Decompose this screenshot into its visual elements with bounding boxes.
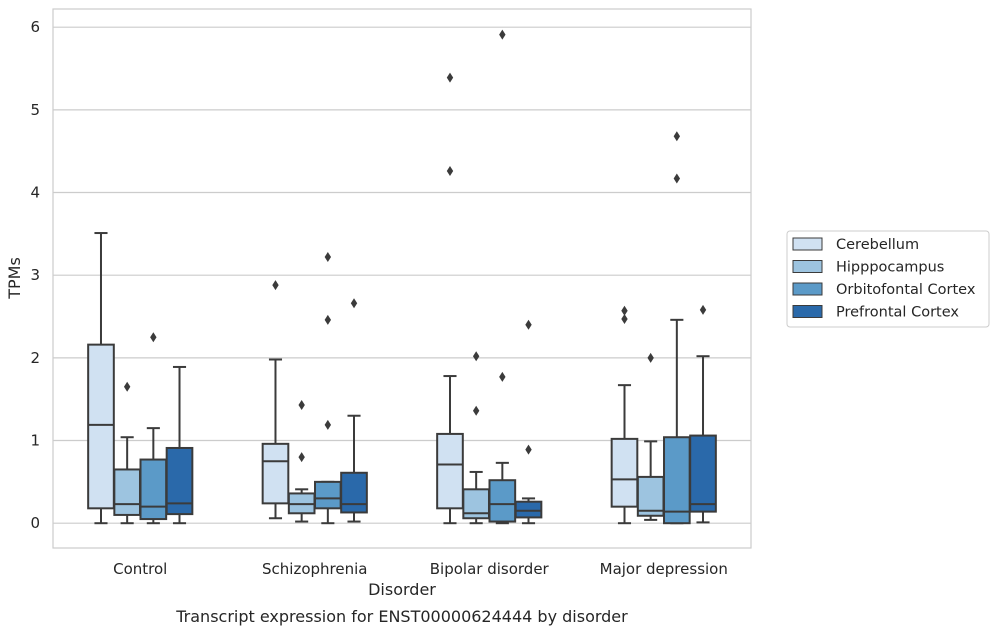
box-2-0 xyxy=(436,72,464,525)
outlier-point xyxy=(324,252,332,263)
box-2-1 xyxy=(462,351,490,525)
box-iqr xyxy=(488,479,517,523)
box-3-0 xyxy=(610,305,639,525)
outlier-point xyxy=(647,352,654,363)
box-2-3 xyxy=(514,319,543,525)
outlier-point xyxy=(472,405,480,416)
legend: Cerebellum Hipppocampus Orbitofontal Corte… xyxy=(786,230,990,328)
outlier-point xyxy=(272,280,279,291)
outlier-point xyxy=(298,399,305,410)
legend-swatch xyxy=(792,260,823,273)
box-iqr xyxy=(610,437,639,508)
outlier-point xyxy=(525,444,532,455)
x-tick-label: Major depression xyxy=(600,560,728,578)
box-0-0 xyxy=(87,232,115,525)
legend-frame xyxy=(786,230,990,328)
outlier-point xyxy=(324,419,332,430)
box-3-2 xyxy=(663,131,691,525)
outlier-point xyxy=(350,298,358,309)
legend-swatch xyxy=(792,282,823,296)
box-iqr xyxy=(436,432,464,510)
box-iqr xyxy=(663,436,691,525)
box-iqr xyxy=(514,500,543,519)
box-0-3 xyxy=(165,365,194,525)
y-tick-label: 6 xyxy=(30,18,40,36)
outlier-point xyxy=(446,166,454,177)
outlier-point xyxy=(499,29,506,40)
box-iqr xyxy=(261,442,290,505)
outlier-point xyxy=(673,173,681,184)
x-axis-label: Disorder xyxy=(368,580,436,599)
legend-swatch xyxy=(792,237,823,251)
box-iqr xyxy=(113,468,141,516)
outlier-point xyxy=(621,314,628,325)
x-tick-label: Schizophrenia xyxy=(262,560,367,578)
outlier-point xyxy=(472,351,480,362)
box-1-3 xyxy=(340,298,368,523)
y-tick-label: 1 xyxy=(30,432,40,450)
x-tick-label: Control xyxy=(113,560,167,578)
outlier-point xyxy=(699,304,707,315)
chart-caption: Transcript expression for ENST0000062444… xyxy=(175,607,628,626)
legend-swatch xyxy=(792,305,823,318)
box-iqr xyxy=(689,434,717,513)
gridlines xyxy=(53,26,751,524)
outlier-point xyxy=(621,305,628,316)
x-tick-labels: Control Schizophrenia Bipolar disorder Majo… xyxy=(113,560,728,578)
y-tick-label: 3 xyxy=(30,266,40,284)
box-iqr xyxy=(314,480,342,510)
box-iqr xyxy=(87,343,115,510)
box-iqr xyxy=(139,458,168,521)
legend-label: Cerebellum xyxy=(836,237,919,253)
box-1-0 xyxy=(261,280,290,520)
outlier-point xyxy=(298,452,305,463)
outlier-point xyxy=(150,332,157,343)
y-tick-label: 2 xyxy=(30,349,40,367)
y-axis-label: TPMs xyxy=(5,257,24,300)
y-tick-label: 4 xyxy=(30,184,40,202)
y-tick-labels: 0 1 2 3 4 5 6 xyxy=(30,18,40,532)
legend-label: Hipppocampus xyxy=(836,260,944,276)
box-iqr xyxy=(340,471,368,514)
box-series xyxy=(87,29,717,525)
outlier-point xyxy=(673,131,681,142)
y-tick-label: 0 xyxy=(30,514,40,532)
legend-label: Prefrontal Cortex xyxy=(836,305,959,321)
box-0-2 xyxy=(139,332,168,525)
outlier-point xyxy=(525,319,532,330)
legend-label: Orbitofontal Cortex xyxy=(836,282,976,298)
x-tick-label: Bipolar disorder xyxy=(430,560,550,578)
box-2-2 xyxy=(488,29,517,525)
y-tick-label: 5 xyxy=(30,101,40,119)
plot-frame xyxy=(52,8,752,549)
outlier-point xyxy=(446,72,454,83)
box-3-3 xyxy=(689,304,717,524)
outlier-point xyxy=(499,371,506,382)
outlier-point xyxy=(324,314,332,325)
outlier-point xyxy=(123,381,131,392)
